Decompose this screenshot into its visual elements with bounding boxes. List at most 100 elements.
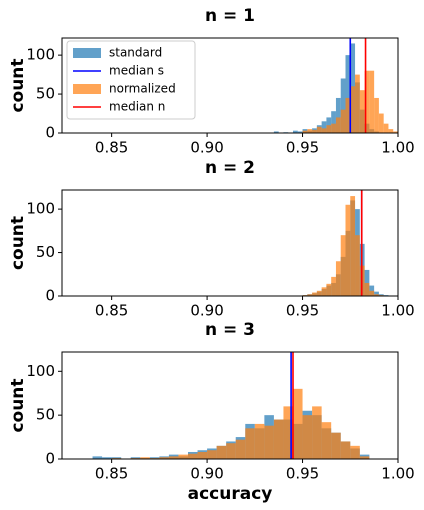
panel: 0.85 0.90 0.95 1.00 0 50 100 n = 3 count accuracy: [8, 320, 415, 504]
bar: [316, 126, 322, 133]
x-tick-label: 0.85: [95, 139, 128, 157]
bar: [312, 292, 317, 296]
bar: [369, 285, 375, 296]
panel: 0.85 0.90 0.95 1.00 0 50 100 n = 1 count standard…: [8, 6, 415, 157]
bar: [374, 291, 379, 296]
bar: [355, 74, 360, 133]
y-axis-label: count: [8, 216, 28, 270]
bar: [331, 276, 336, 296]
bar: [364, 70, 370, 133]
bar: [178, 454, 188, 459]
bar: [307, 294, 313, 296]
legend-label: median s: [109, 64, 164, 78]
bar: [331, 123, 336, 133]
bar: [340, 78, 346, 133]
x-tick-label: 1.00: [381, 465, 414, 483]
legend-swatch: [73, 84, 101, 94]
bar: [335, 97, 341, 133]
bar: [159, 457, 169, 459]
bar: [364, 282, 370, 296]
bar: [383, 123, 389, 133]
plot-frame: [61, 351, 399, 460]
y-tick-label: 50: [36, 85, 55, 103]
bar: [226, 443, 236, 459]
x-tick-label: 0.85: [95, 302, 128, 320]
y-axis-label: count: [8, 58, 28, 112]
y-tick-label: 100: [26, 362, 55, 380]
bar: [321, 287, 327, 296]
bar: [302, 130, 308, 133]
plot-frame: [61, 189, 399, 297]
bar: [345, 55, 351, 133]
bar: [245, 428, 255, 459]
bar: [307, 129, 313, 133]
bar: [326, 283, 332, 296]
legend-label: median n: [109, 100, 165, 114]
bar: [331, 432, 341, 459]
bar: [168, 456, 179, 459]
legend-label: standard: [109, 46, 162, 60]
bar: [350, 196, 356, 296]
plot-frame: [61, 37, 399, 134]
bar: [369, 290, 375, 296]
bar: [355, 235, 360, 296]
x-tick-label: 0.90: [190, 139, 223, 157]
y-tick-label: 0: [45, 450, 55, 468]
x-tick-label: 1.00: [381, 139, 414, 157]
bar: [321, 128, 327, 133]
y-tick-label: 50: [36, 406, 55, 424]
bar: [345, 204, 351, 296]
x-tick-label: 0.90: [190, 302, 223, 320]
x-axis-label: accuracy: [188, 484, 273, 504]
y-tick-label: 0: [45, 287, 55, 305]
bar: [359, 90, 365, 133]
x-tick-label: 0.95: [286, 465, 319, 483]
chart-title: n = 2: [205, 158, 255, 178]
bar: [388, 129, 394, 133]
bar: [378, 113, 384, 133]
bar: [345, 97, 351, 133]
legend-box: [66, 40, 196, 120]
bar: [273, 419, 284, 459]
bar: [321, 422, 332, 459]
bar: [197, 451, 208, 459]
bar: [293, 130, 298, 133]
bar: [359, 456, 370, 459]
bar: [273, 131, 279, 133]
x-tick-label: 0.85: [95, 465, 128, 483]
bar: [92, 456, 103, 459]
bar: [283, 406, 293, 459]
chart-title: n = 1: [205, 6, 255, 26]
bar: [316, 290, 322, 296]
bar: [293, 388, 303, 459]
bar: [302, 415, 313, 459]
bar: [340, 235, 346, 296]
bar: [350, 86, 356, 133]
bar: [207, 450, 217, 459]
bar: [216, 445, 227, 459]
bar: [297, 131, 303, 133]
legend-label: normalized: [109, 82, 176, 96]
bar: [393, 131, 398, 133]
bar: [321, 121, 327, 133]
bar: [335, 261, 341, 296]
bar: [335, 117, 341, 133]
bar: [374, 294, 379, 296]
bar: [350, 445, 360, 459]
bar: [140, 457, 150, 459]
bar: [326, 125, 332, 133]
bar: [331, 111, 336, 133]
y-tick-label: 100: [26, 46, 55, 64]
bar: [340, 441, 351, 459]
x-tick-label: 0.90: [190, 465, 223, 483]
bar: [254, 423, 265, 459]
bar: [102, 457, 112, 459]
bar: [188, 453, 198, 459]
legend-swatch: [73, 48, 101, 58]
chart-title: n = 3: [205, 320, 255, 340]
y-axis-label: count: [8, 378, 28, 432]
x-tick-label: 1.00: [381, 302, 414, 320]
bar: [264, 425, 274, 459]
y-tick-label: 100: [26, 200, 55, 218]
